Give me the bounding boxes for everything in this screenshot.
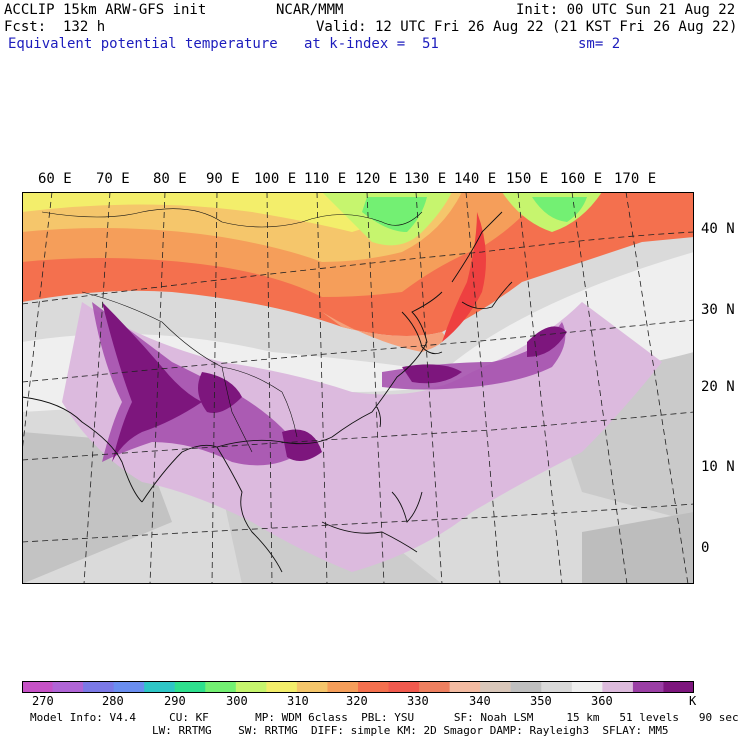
colorbar-swatch (632, 681, 664, 693)
field-region (22, 192, 432, 232)
grid-lines (22, 192, 694, 584)
lon-label: 170 E (614, 171, 657, 187)
colorbar-swatch (602, 681, 634, 693)
colorbar-tick: 310 (287, 694, 309, 708)
lon-label: 100 E (254, 171, 297, 187)
colorbar-tick: 360 (591, 694, 613, 708)
colorbar-swatch (510, 681, 542, 693)
field-region (102, 302, 202, 462)
lon-label: 110 E (304, 171, 347, 187)
organization-label: NCAR/MMM (276, 2, 344, 18)
colorbar-swatch (419, 681, 451, 693)
smoothing-label: sm= 2 (578, 36, 621, 52)
colorbar-frame (22, 681, 694, 693)
init-time: Init: 00 UTC Sun 21 Aug 22 (516, 2, 736, 18)
lon-label: 60 E (38, 171, 72, 187)
borders (41, 208, 423, 453)
field-region (602, 192, 694, 222)
model-info: Model Info: V4.4 CU: KF MP: WDM 6class P… (30, 711, 739, 724)
theta-e-map (22, 192, 694, 584)
colorbar-swatch (296, 681, 328, 693)
colorbar-swatch (480, 681, 512, 693)
colorbar-swatch (571, 681, 603, 693)
lat-label: 10 N (701, 459, 735, 475)
field-region (527, 326, 567, 357)
map-frame (22, 192, 694, 584)
colorbar-swatch (266, 681, 298, 693)
coastlines (22, 211, 513, 573)
lat-label: 40 N (701, 221, 735, 237)
lon-label: 160 E (560, 171, 603, 187)
lon-label: 140 E (454, 171, 497, 187)
colorbar-unit: K (689, 694, 697, 708)
field-region (402, 364, 462, 384)
lat-label: 20 N (701, 379, 735, 395)
field-region (198, 372, 242, 413)
colorbar-tick: 290 (164, 694, 186, 708)
field-region (322, 312, 445, 352)
field-name: Equivalent potential temperature (8, 36, 278, 52)
physics-info: LW: RRTMG SW: RRTMG DIFF: simple KM: 2D … (152, 724, 669, 737)
level-index: at k-index = 51 (304, 36, 439, 52)
colorbar-swatch (663, 681, 694, 693)
colorbar-tick: 270 (32, 694, 54, 708)
field-region (362, 197, 427, 232)
longitude-labels: 60 E 70 E 80 E 90 E 100 E 110 E 120 E 13… (0, 171, 740, 189)
colorbar-swatch (144, 681, 176, 693)
colorbar-tick: 330 (407, 694, 429, 708)
lon-label: 150 E (506, 171, 549, 187)
valid-time: Valid: 12 UTC Fri 26 Aug 22 (21 KST Fri … (316, 19, 738, 35)
field-region (282, 429, 322, 461)
colorbar-swatch (83, 681, 115, 693)
colorbar-swatch (52, 681, 84, 693)
colorbar-swatch (174, 681, 206, 693)
colorbar-swatch (22, 681, 54, 693)
forecast-hour: Fcst: 132 h (4, 19, 106, 35)
colorbar-swatch (388, 681, 420, 693)
lat-label: 30 N (701, 302, 735, 318)
colorbar-tick: 320 (346, 694, 368, 708)
lon-label: 90 E (206, 171, 240, 187)
lon-label: 70 E (96, 171, 130, 187)
colorbar-swatch (113, 681, 145, 693)
colorbar-tick: 280 (102, 694, 124, 708)
lon-label: 80 E (153, 171, 187, 187)
colorbar-swatch (449, 681, 481, 693)
model-title: ACCLIP 15km ARW-GFS init (4, 2, 207, 18)
colorbar-swatch (205, 681, 237, 693)
colorbar-swatch (358, 681, 390, 693)
field-region (582, 512, 694, 584)
lon-label: 130 E (404, 171, 447, 187)
colorbar-tick: 340 (469, 694, 491, 708)
colorbar-swatch (327, 681, 359, 693)
colorbar-tick: 300 (226, 694, 248, 708)
colorbar-swatch (541, 681, 573, 693)
lon-label: 120 E (355, 171, 398, 187)
colorbar-swatch (235, 681, 267, 693)
colorbar-tick: 350 (530, 694, 552, 708)
color-bar (22, 681, 694, 693)
lat-label: 0 (701, 540, 710, 556)
